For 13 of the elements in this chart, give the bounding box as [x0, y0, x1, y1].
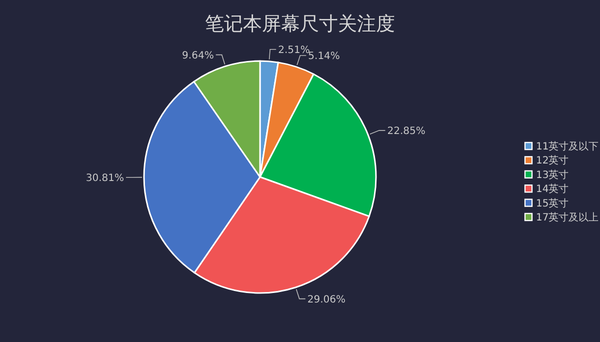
legend-label: 13英寸: [536, 168, 569, 181]
legend-label: 11英寸及以下: [536, 140, 599, 152]
data-label: 2.51%: [278, 44, 310, 56]
data-label: 5.14%: [308, 50, 340, 62]
data-label: 9.64%: [182, 50, 214, 62]
legend-label: 14英寸: [536, 183, 569, 196]
data-label: 22.85%: [387, 126, 426, 137]
chart-title: 笔记本屏幕尺寸关注度: [205, 13, 395, 35]
legend-label: 15英寸: [536, 197, 569, 210]
legend-label: 17英寸及以上: [536, 212, 599, 224]
data-label: 30.81%: [86, 172, 124, 184]
data-label: 29.06%: [307, 294, 346, 306]
legend-label: 12英寸: [536, 154, 569, 167]
